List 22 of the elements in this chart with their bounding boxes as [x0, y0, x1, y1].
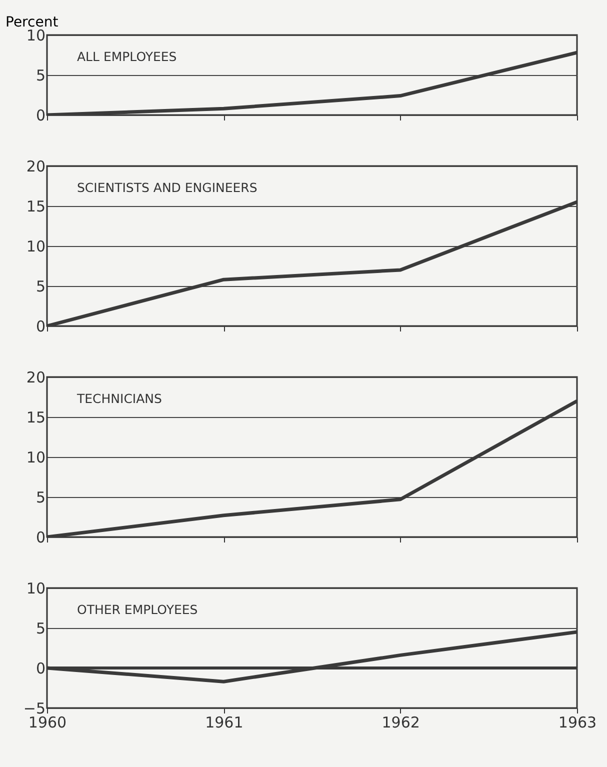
- y-tick-label: 10: [26, 238, 46, 256]
- text: ALL EMPLOYEES: [77, 49, 177, 64]
- x-tick-label: 1962: [382, 714, 420, 732]
- x-tick-label: 1961: [205, 714, 244, 732]
- y-tick-label: 5: [36, 488, 46, 506]
- y-tick-label: 0: [36, 660, 46, 678]
- x-tick-label: 1963: [558, 714, 597, 732]
- text: OTHER EMPLOYEES: [77, 602, 198, 617]
- y-tick-label: 5: [36, 620, 46, 638]
- text: SCIENTISTS AND ENGINEERS: [77, 180, 258, 195]
- y-tick-label: 0: [36, 318, 46, 336]
- y-tick-label: 0: [36, 528, 46, 546]
- y-tick-label: 20: [26, 158, 46, 176]
- y-tick-label: 10: [26, 448, 46, 466]
- y-tick-label: 10: [26, 580, 46, 598]
- y-tick-label: 0: [36, 106, 46, 124]
- y-tick-label: 20: [26, 368, 46, 386]
- y-tick-label: 5: [36, 278, 46, 296]
- y-tick-label: 5: [36, 66, 46, 84]
- text: TECHNICIANS: [76, 391, 162, 406]
- y-tick-label: 15: [26, 198, 46, 216]
- y-tick-label: 15: [26, 408, 46, 426]
